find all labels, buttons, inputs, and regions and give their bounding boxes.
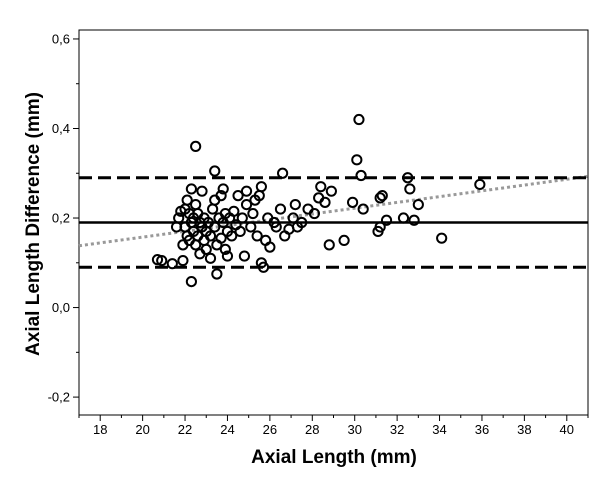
x-tick-label: 22 (178, 422, 192, 437)
data-point (181, 194, 193, 206)
data-point (315, 181, 327, 193)
data-point (240, 198, 253, 211)
x-tick-label: 28 (305, 422, 319, 437)
data-point (209, 221, 221, 233)
data-point (236, 212, 248, 224)
x-tick-label: 38 (517, 422, 531, 437)
x-tick-label: 30 (347, 422, 361, 437)
data-point (277, 167, 289, 179)
data-point (357, 203, 369, 215)
regression-layer (78, 174, 589, 248)
y-tick-label: -0,2 (48, 390, 70, 405)
data-point (204, 252, 217, 264)
data-point (190, 140, 202, 152)
x-axis-title: Axial Length (mm) (251, 447, 417, 468)
data-point (221, 250, 234, 262)
data-point (251, 230, 263, 242)
data-point (209, 165, 221, 177)
y-tick-label: 0,2 (52, 211, 70, 226)
data-point (338, 234, 350, 247)
x-tick-label: 36 (475, 422, 489, 437)
data-point (232, 190, 244, 202)
x-tick-label: 32 (390, 422, 404, 437)
data-point (355, 169, 367, 182)
data-point (185, 183, 198, 195)
x-tick-label: 40 (560, 422, 574, 437)
y-tick-label: 0,0 (52, 300, 70, 315)
scatter-points (151, 113, 486, 288)
data-point (264, 241, 276, 253)
data-point (402, 172, 414, 184)
data-point (234, 225, 246, 238)
data-point (257, 261, 270, 273)
x-tick-label: 18 (93, 422, 107, 437)
data-point (255, 181, 267, 193)
data-point (215, 232, 227, 244)
y-axis-title: Axial Length Difference (mm) (23, 92, 44, 356)
x-axis: 18 20 22 24 26 28 30 32 34 36 38 40 (78, 415, 589, 437)
reference-lines (79, 176, 588, 269)
data-point (374, 221, 386, 233)
data-point (177, 254, 189, 267)
data-point (376, 190, 388, 202)
data-point (228, 205, 240, 217)
x-tick-label: 20 (135, 422, 149, 437)
data-point (173, 212, 185, 224)
data-point (247, 207, 259, 220)
data-point (238, 250, 251, 262)
data-point (196, 185, 208, 197)
data-point (200, 243, 212, 255)
data-point (185, 275, 198, 288)
data-point (287, 212, 299, 224)
data-point (346, 196, 359, 208)
data-point (211, 268, 223, 280)
data-point (325, 185, 337, 197)
data-point (380, 214, 393, 226)
x-tick-label: 24 (220, 422, 234, 437)
data-point (166, 258, 178, 270)
data-point (215, 190, 227, 202)
y-tick-label: 0,4 (52, 121, 70, 136)
regression-line (78, 174, 589, 248)
data-point (319, 196, 331, 208)
x-tick-label: 34 (432, 422, 446, 437)
data-point (226, 230, 238, 242)
data-point (289, 198, 301, 211)
data-point (353, 113, 365, 126)
data-point (408, 214, 420, 226)
data-point (323, 239, 335, 251)
data-point (351, 154, 363, 166)
data-point (151, 254, 164, 266)
data-point (474, 178, 486, 191)
data-point (404, 183, 416, 195)
y-tick-label: 0,6 (52, 31, 70, 46)
data-point (270, 221, 282, 233)
data-point (217, 183, 229, 195)
data-point (156, 254, 168, 267)
data-point (204, 230, 217, 242)
data-point (374, 192, 386, 204)
data-point (397, 212, 410, 224)
data-point (219, 243, 231, 255)
data-point (245, 221, 257, 233)
data-point (274, 203, 287, 215)
data-point (240, 185, 253, 197)
data-point (308, 207, 321, 220)
data-point (412, 198, 424, 211)
x-tick-label: 26 (263, 422, 277, 437)
data-point (296, 216, 308, 229)
data-point (436, 232, 448, 244)
y-axis: -0,2 0,0 0,2 0,4 0,6 (48, 31, 79, 405)
